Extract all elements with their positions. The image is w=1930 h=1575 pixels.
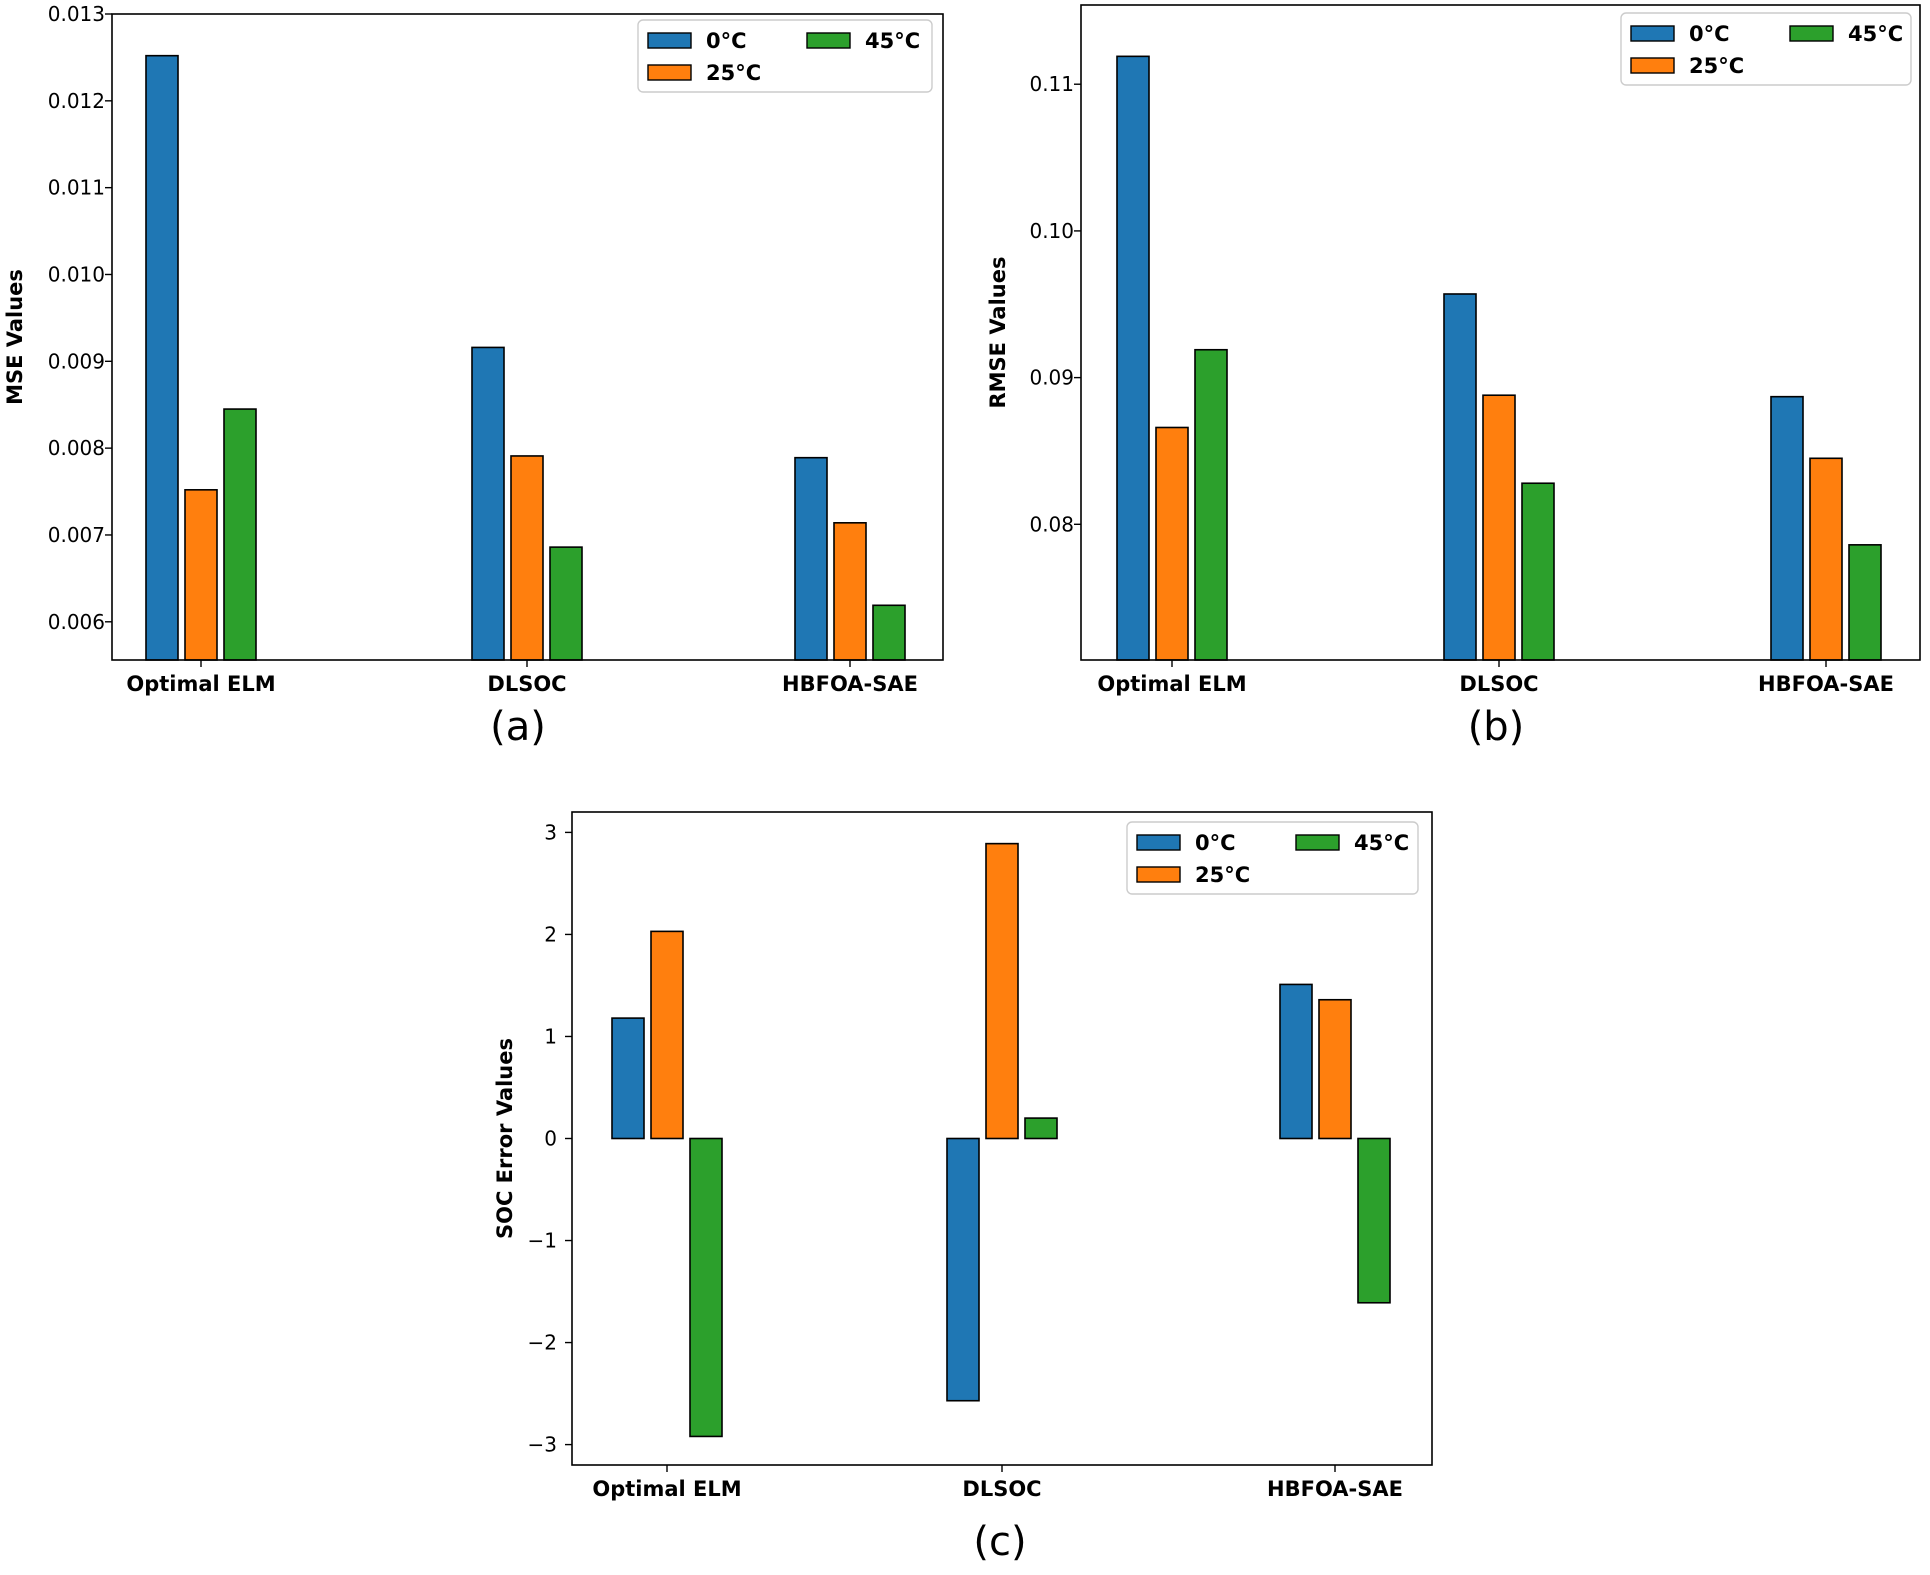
legend-swatch-1	[1136, 866, 1181, 883]
legend-swatch-0	[1630, 25, 1675, 42]
bar-dlsoc-series-1	[510, 455, 544, 661]
legend-box	[637, 19, 933, 93]
legend-swatch-2	[1295, 834, 1340, 851]
y-tick-label: 0.009	[48, 349, 105, 373]
bar-optimal-elm-series-1	[650, 930, 684, 1140]
bar-optimal-elm-series-2	[1194, 348, 1228, 661]
bar-dlsoc-series-2	[1521, 482, 1555, 661]
x-tick-label: HBFOA-SAE	[1758, 672, 1894, 696]
bar-hbfoa-sae-series-0	[1279, 983, 1313, 1140]
bar-hbfoa-sae-series-1	[1809, 457, 1843, 661]
chart-panel-1: 0.08 0.09 0.10 0.11 Optimal ELM DLSOC HBFOA-SA…	[986, 4, 1921, 750]
panel-label: (a)	[490, 704, 546, 750]
y-tick-label: 0.007	[48, 523, 105, 547]
x-tick-label: Optimal ELM	[126, 672, 275, 696]
legend-label-2: 45°C	[1848, 22, 1903, 46]
y-tick-label: 0.010	[48, 262, 105, 286]
y-tick-label: −3	[528, 1433, 557, 1457]
bar-dlsoc-series-1	[1482, 394, 1516, 661]
legend-label-0: 0°C	[706, 29, 747, 53]
bar-dlsoc-series-0	[1443, 293, 1477, 661]
bar-hbfoa-sae-series-1	[833, 522, 867, 661]
panel-label: (c)	[973, 1519, 1026, 1565]
y-tick-label: 0.006	[48, 610, 105, 634]
bar-dlsoc-series-1	[985, 842, 1019, 1140]
legend-swatch-0	[647, 32, 692, 49]
chart-panel-0: 0.006 0.007 0.008 0.009 0.010 0.011 0.012 0.013…	[3, 2, 944, 750]
y-tick-label: 0.10	[1029, 219, 1074, 243]
y-axis-label: MSE Values	[3, 269, 27, 405]
x-tick-label: HBFOA-SAE	[1267, 1477, 1403, 1501]
legend-box	[1620, 12, 1912, 86]
bar-dlsoc-series-0	[946, 1137, 980, 1402]
bar-optimal-elm-series-0	[1116, 55, 1150, 661]
bar-optimal-elm-series-1	[184, 489, 218, 661]
bar-dlsoc-series-2	[549, 546, 583, 661]
bar-hbfoa-sae-series-0	[794, 456, 828, 661]
x-tick-label: HBFOA-SAE	[782, 672, 918, 696]
legend-swatch-2	[1789, 25, 1834, 42]
y-tick-label: 0.012	[48, 89, 105, 113]
legend-label-1: 25°C	[706, 61, 761, 85]
y-tick-label: 3	[544, 820, 557, 844]
bar-optimal-elm-series-0	[145, 54, 179, 661]
x-tick-label: DLSOC	[962, 1477, 1041, 1501]
x-tick-label: Optimal ELM	[1097, 672, 1246, 696]
axes-frame	[1080, 4, 1921, 661]
bar-optimal-elm-series-1	[1155, 426, 1189, 661]
legend-label-2: 45°C	[1354, 831, 1409, 855]
legend-swatch-2	[806, 32, 851, 49]
legend-swatch-1	[1630, 57, 1675, 74]
y-tick-label: 2	[544, 922, 557, 946]
y-tick-label: 1	[544, 1024, 557, 1048]
bar-hbfoa-sae-series-2	[1357, 1137, 1391, 1304]
y-tick-label: 0.11	[1029, 72, 1074, 96]
panel-label: (b)	[1468, 704, 1525, 750]
legend-label-2: 45°C	[865, 29, 920, 53]
bar-optimal-elm-series-0	[611, 1017, 645, 1140]
x-tick-label: Optimal ELM	[592, 1477, 741, 1501]
bar-hbfoa-sae-series-2	[1848, 544, 1882, 661]
legend-label-0: 0°C	[1195, 831, 1236, 855]
bar-hbfoa-sae-series-0	[1770, 395, 1804, 661]
bar-optimal-elm-series-2	[689, 1137, 723, 1438]
chart-panel-2: −3 −2 −1 0 1 2 3 Optimal ELM DLSOC HBFOA-SAE SOC E…	[493, 811, 1433, 1565]
y-tick-label: 0.09	[1029, 366, 1074, 390]
y-tick-label: −1	[528, 1229, 557, 1253]
bar-dlsoc-series-2	[1024, 1117, 1058, 1140]
y-tick-label: 0.008	[48, 436, 105, 460]
y-tick-label: −2	[528, 1331, 557, 1355]
y-axis-label: SOC Error Values	[493, 1038, 517, 1239]
bar-hbfoa-sae-series-2	[872, 604, 906, 661]
legend-swatch-1	[647, 64, 692, 81]
y-tick-label: 0.011	[48, 176, 105, 200]
legend-label-1: 25°C	[1195, 863, 1250, 887]
y-tick-label: 0	[544, 1127, 557, 1151]
x-tick-label: DLSOC	[1459, 672, 1538, 696]
legend-box	[1126, 821, 1419, 895]
y-axis-label: RMSE Values	[986, 256, 1010, 408]
legend-swatch-0	[1136, 834, 1181, 851]
y-tick-label: 0.013	[48, 2, 105, 26]
legend-label-0: 0°C	[1689, 22, 1730, 46]
bar-dlsoc-series-0	[471, 346, 505, 661]
legend-label-1: 25°C	[1689, 54, 1744, 78]
bar-hbfoa-sae-series-1	[1318, 998, 1352, 1140]
y-tick-label: 0.08	[1029, 512, 1074, 536]
x-tick-label: DLSOC	[487, 672, 566, 696]
bar-optimal-elm-series-2	[223, 408, 257, 661]
